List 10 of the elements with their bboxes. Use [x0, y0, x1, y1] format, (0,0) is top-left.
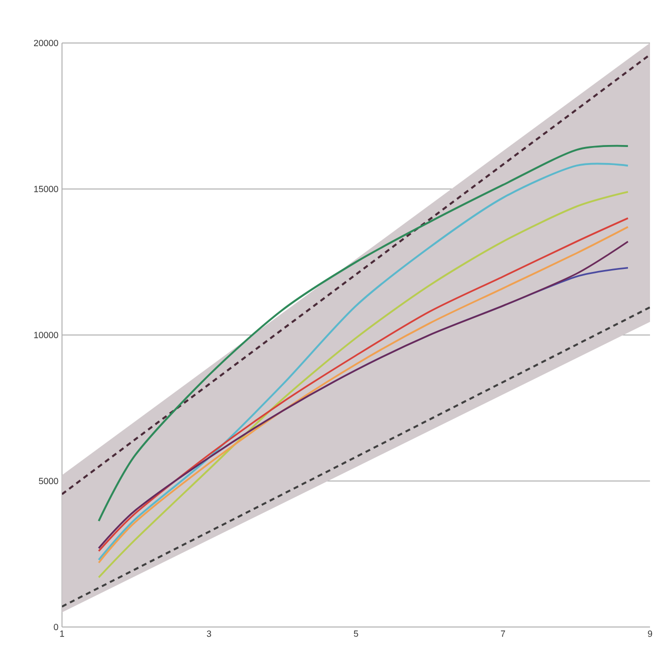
y-tick-label: 15000 — [34, 186, 58, 192]
y-tick-label: 20000 — [34, 40, 58, 46]
y-tick-label: 10000 — [34, 332, 58, 338]
y-tick-label: 0 — [54, 624, 58, 630]
y-tick-label: 5000 — [38, 478, 58, 484]
x-tick-label: 3 — [206, 630, 212, 637]
x-tick-label: 1 — [60, 630, 64, 637]
x-tick-label: 5 — [354, 630, 358, 637]
x-tick-label: 7 — [500, 630, 506, 637]
x-tick-label: 9 — [648, 630, 652, 637]
